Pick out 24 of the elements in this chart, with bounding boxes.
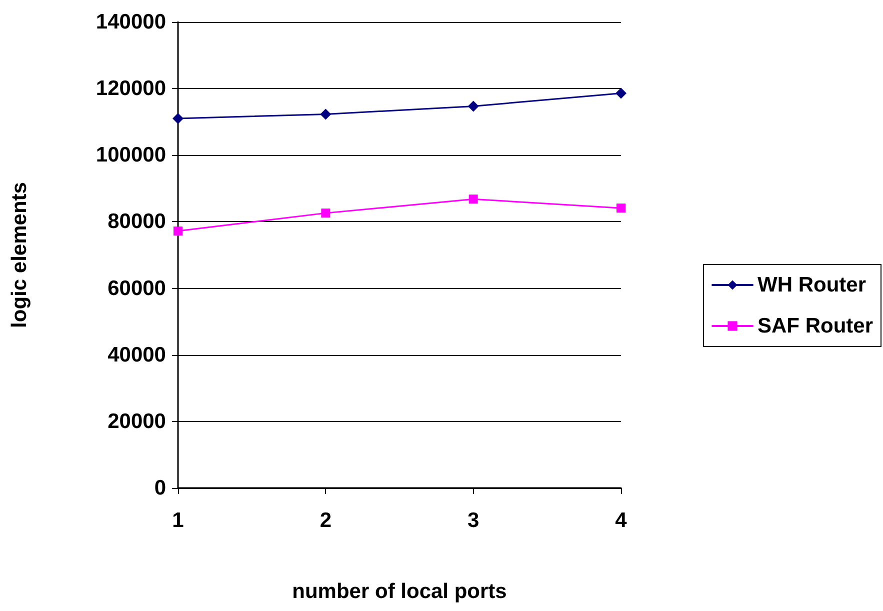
x-tick-label: 2 (320, 509, 332, 532)
x-tick-label: 4 (615, 509, 628, 532)
y-tick-label: 140000 (96, 10, 166, 34)
y-tick-label: 80000 (108, 210, 166, 234)
y-tick-label: 0 (154, 476, 166, 500)
legend-label: SAF Router (758, 314, 873, 338)
point (320, 108, 332, 120)
x-tick-label: 1 (172, 509, 184, 532)
point (172, 113, 184, 124)
y-axis-title: logic elements (8, 182, 31, 328)
point (616, 88, 626, 99)
x-axis-title: number of local ports (292, 580, 507, 603)
x-tick-label: 3 (467, 509, 480, 532)
legend-label: WH Router (758, 274, 866, 296)
point (174, 226, 182, 236)
point (468, 194, 478, 204)
y-tick-label: 100000 (96, 144, 166, 167)
y-tick-label: 60000 (108, 276, 166, 300)
y-tick-label: 20000 (108, 410, 166, 433)
y-tick-label: 120000 (96, 77, 166, 100)
point (616, 204, 626, 213)
y-tick-label: 40000 (108, 343, 166, 366)
point (321, 208, 330, 218)
point (468, 100, 479, 112)
